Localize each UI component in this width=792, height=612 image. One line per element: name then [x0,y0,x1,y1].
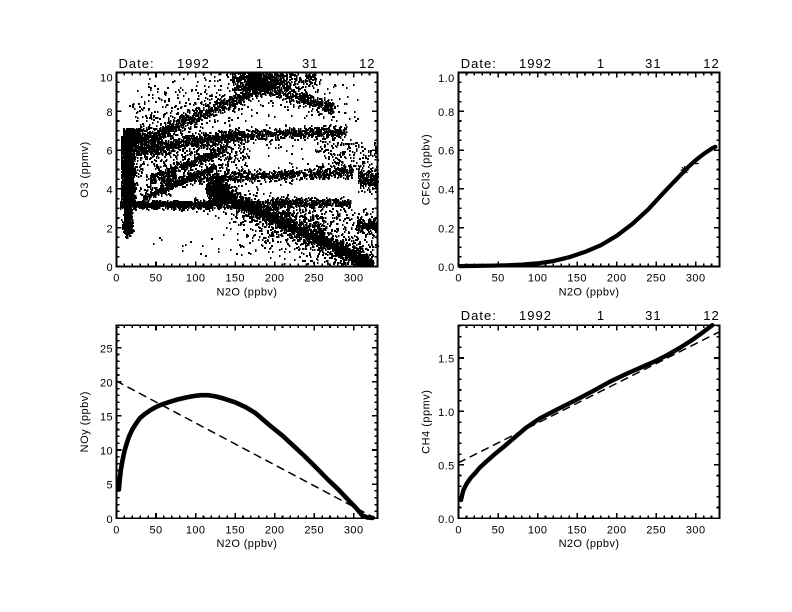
svg-text:0.0: 0.0 [438,514,455,526]
svg-text:0: 0 [455,272,462,284]
svg-text:150: 150 [567,272,587,284]
svg-text:200: 200 [607,272,627,284]
svg-text:300: 300 [686,272,706,284]
svg-text:12: 12 [359,56,375,71]
svg-text:6: 6 [106,146,113,158]
svg-text:150: 150 [225,272,245,284]
svg-text:N2O (ppbv): N2O (ppbv) [559,286,620,298]
svg-text:300: 300 [686,524,706,536]
svg-text:CH4 (ppmv): CH4 (ppmv) [421,390,433,454]
svg-text:Date:: Date: [119,56,155,71]
svg-text:0.2: 0.2 [438,223,455,235]
svg-text:1992: 1992 [519,308,552,323]
svg-text:0.6: 0.6 [438,146,455,158]
svg-text:200: 200 [607,524,627,536]
svg-text:2: 2 [106,223,113,235]
svg-text:1.0: 1.0 [438,73,455,85]
svg-text:50: 50 [492,272,505,284]
svg-text:150: 150 [225,524,245,536]
svg-text:250: 250 [646,524,666,536]
svg-text:O3 (ppmv): O3 (ppmv) [79,141,91,197]
svg-text:N2O (ppbv): N2O (ppbv) [559,538,620,550]
svg-text:250: 250 [304,524,324,536]
svg-text:4: 4 [106,185,113,197]
svg-text:0.8: 0.8 [438,107,455,119]
svg-text:8: 8 [106,107,113,119]
svg-text:0: 0 [455,524,462,536]
svg-text:1.5: 1.5 [438,354,455,366]
svg-text:12: 12 [703,308,719,323]
svg-text:200: 200 [265,272,285,284]
svg-text:15: 15 [100,412,113,424]
svg-text:250: 250 [646,272,666,284]
svg-text:250: 250 [304,272,324,284]
svg-text:NOy (ppbv): NOy (ppbv) [79,391,91,452]
svg-text:31: 31 [645,56,661,71]
svg-text:20: 20 [100,377,113,389]
svg-text:200: 200 [265,524,285,536]
svg-text:0.4: 0.4 [438,185,455,197]
svg-text:10: 10 [100,72,113,84]
svg-text:0: 0 [106,262,113,274]
svg-text:Date:: Date: [461,56,497,71]
svg-text:100: 100 [186,524,206,536]
svg-text:150: 150 [567,524,587,536]
svg-text:N2O (ppbv): N2O (ppbv) [216,286,277,298]
svg-text:0: 0 [106,514,113,526]
svg-text:1: 1 [256,56,264,71]
svg-text:300: 300 [344,524,364,536]
svg-text:1: 1 [597,56,605,71]
svg-text:10: 10 [100,446,113,458]
svg-text:1992: 1992 [519,56,552,71]
svg-text:1.0: 1.0 [438,407,455,419]
svg-text:CFCl3 (ppbv): CFCl3 (ppbv) [421,134,433,205]
svg-text:1: 1 [597,308,605,323]
svg-text:31: 31 [645,308,661,323]
svg-text:100: 100 [528,524,548,536]
svg-text:0: 0 [113,524,120,536]
svg-text:1992: 1992 [177,56,210,71]
svg-text:50: 50 [149,524,162,536]
svg-text:N2O (ppbv): N2O (ppbv) [216,538,277,550]
svg-text:5: 5 [106,480,113,492]
svg-text:31: 31 [302,56,318,71]
svg-text:50: 50 [149,272,162,284]
svg-text:100: 100 [528,272,548,284]
svg-text:0: 0 [113,272,120,284]
svg-text:100: 100 [186,272,206,284]
svg-text:0.0: 0.0 [438,262,455,274]
svg-text:300: 300 [344,272,364,284]
svg-text:50: 50 [492,524,505,536]
svg-text:Date:: Date: [461,308,497,323]
svg-text:0.5: 0.5 [438,460,455,472]
svg-text:25: 25 [100,343,113,355]
svg-text:12: 12 [703,56,719,71]
